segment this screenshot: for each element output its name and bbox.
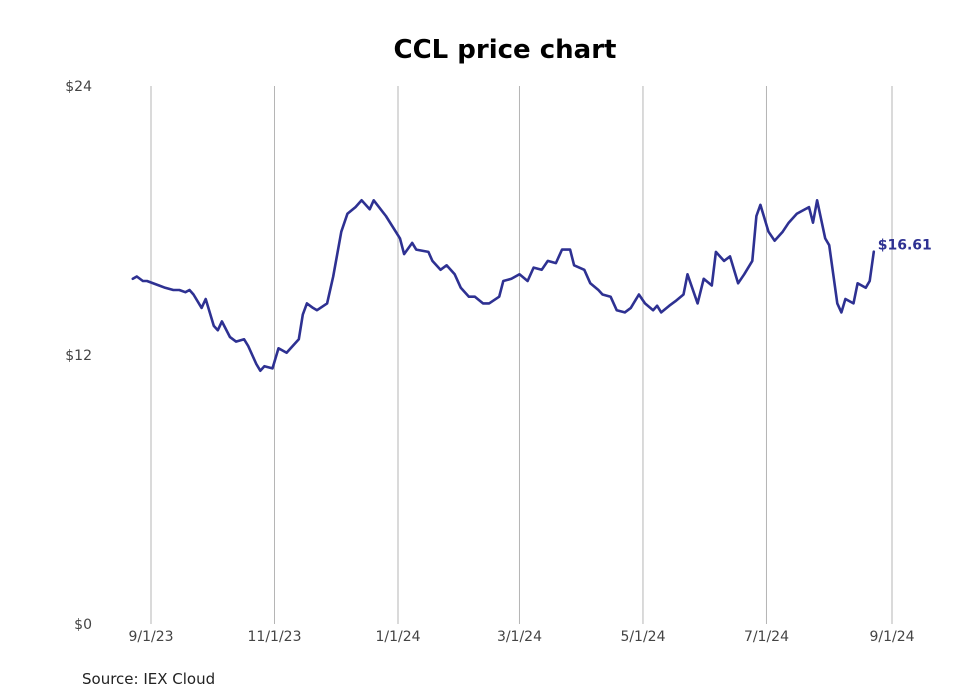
x-tick-label: 9/1/24 xyxy=(869,629,914,645)
last-price-label: $16.61 xyxy=(878,238,932,254)
series-layer: $16.61 xyxy=(131,199,932,372)
x-tick-label: 9/1/23 xyxy=(128,629,173,645)
x-tick-label: 11/1/23 xyxy=(248,629,302,645)
x-axis: 9/1/23 11/1/23 1/1/24 3/1/24 5/1/24 7/1/24 9/1… xyxy=(128,629,914,645)
x-tick-label: 5/1/24 xyxy=(620,629,665,645)
x-tick-label: 7/1/24 xyxy=(744,629,789,645)
grid-layer xyxy=(150,86,893,624)
y-axis: $24 $12 $0 xyxy=(65,79,92,633)
y-tick-label: $12 xyxy=(65,348,92,364)
y-tick-label: $24 xyxy=(65,79,92,95)
source-note: Source: IEX Cloud xyxy=(82,670,215,688)
y-tick-label: $0 xyxy=(74,617,92,633)
x-tick-label: 3/1/24 xyxy=(497,629,542,645)
x-tick-label: 1/1/24 xyxy=(375,629,420,645)
chart-title: CCL price chart xyxy=(394,35,617,65)
price-line xyxy=(131,199,876,372)
